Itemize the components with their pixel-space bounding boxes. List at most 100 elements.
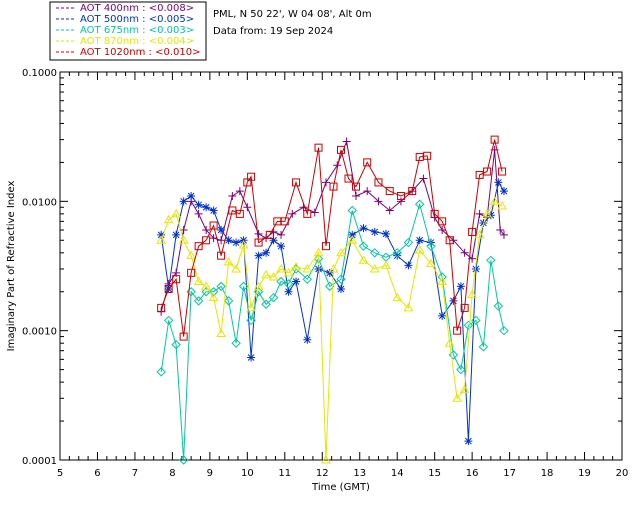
data-point	[262, 248, 271, 257]
x-tick-label: 5	[57, 468, 63, 479]
data-point	[235, 187, 244, 196]
data-point	[235, 209, 244, 218]
data-point	[445, 236, 454, 245]
data-point	[157, 303, 166, 312]
data-point	[403, 302, 414, 312]
data-point	[498, 167, 507, 176]
x-tick-label: 20	[616, 468, 629, 479]
data-point	[193, 296, 204, 306]
data-point	[414, 199, 425, 209]
data-point	[486, 211, 495, 220]
data-point	[452, 393, 463, 402]
data-point	[223, 296, 234, 306]
series-line	[160, 139, 503, 337]
data-point	[381, 260, 391, 269]
data-point	[314, 264, 323, 273]
data-point	[283, 279, 294, 289]
legend-entry: AOT 1020nm : <0.010>	[56, 47, 200, 58]
data-point	[337, 145, 345, 154]
x-tick-label: 7	[132, 468, 138, 479]
data-point	[217, 236, 226, 245]
series-line	[160, 181, 505, 442]
data-point	[292, 277, 301, 286]
data-point	[314, 143, 323, 152]
data-point	[186, 287, 196, 297]
data-point	[228, 191, 237, 200]
data-point	[247, 172, 256, 181]
data-point	[209, 221, 218, 230]
x-tick-label: 19	[578, 468, 591, 479]
data-point	[370, 248, 380, 258]
x-tick-label: 10	[241, 468, 254, 479]
legend-label: AOT 400nm : <0.008>	[80, 3, 194, 14]
x-tick-label: 11	[278, 468, 291, 479]
y-axis: 0.1000 0.0100 0.0010 0.0001	[22, 68, 622, 467]
data-point	[344, 174, 353, 183]
data-point	[347, 205, 357, 216]
data-point	[321, 454, 331, 464]
data-point	[347, 235, 358, 244]
data-point	[172, 230, 181, 239]
data-point	[216, 328, 226, 338]
data-point	[423, 151, 432, 160]
data-point	[202, 203, 211, 212]
data-point	[438, 311, 447, 320]
legend-label: AOT 870nm : <0.004>	[80, 36, 194, 47]
legend-label: AOT 675nm : <0.003>	[80, 25, 194, 36]
legend-box	[49, 1, 207, 61]
y-tick-label: 0.0100	[22, 197, 57, 208]
data-point	[438, 226, 447, 235]
data-point	[449, 296, 458, 305]
data-point	[404, 261, 413, 270]
x-tick-label: 16	[466, 468, 479, 479]
data-point	[179, 332, 188, 341]
legend-entry: AOT 500nm : <0.005>	[56, 14, 194, 25]
legend-label: AOT 1020nm : <0.010>	[80, 47, 200, 58]
data-point	[171, 208, 182, 218]
data-point	[303, 209, 312, 218]
data-point	[430, 209, 439, 218]
x-tick-label: 14	[391, 468, 404, 479]
data-point	[486, 255, 496, 266]
data-point	[163, 214, 174, 224]
data-point	[385, 187, 394, 196]
data-point	[385, 206, 394, 215]
legend-entry: AOT 870nm : <0.004>	[56, 36, 194, 47]
data-point	[453, 326, 462, 335]
data-point	[261, 299, 271, 309]
x-tick-label: 15	[428, 468, 441, 479]
date-label: Data from: 19 Sep 2024	[213, 26, 333, 37]
data-point	[310, 208, 319, 217]
data-point	[186, 250, 196, 260]
x-tick-label: 8	[169, 468, 175, 479]
data-point	[351, 191, 360, 200]
data-point	[483, 167, 492, 176]
data-point	[284, 287, 293, 296]
data-point	[171, 339, 181, 350]
data-point	[276, 263, 286, 273]
data-point	[359, 224, 368, 233]
data-point	[238, 239, 249, 249]
legend-entry: AOT 675nm : <0.003>	[56, 25, 194, 36]
data-point	[194, 200, 203, 209]
data-point	[179, 197, 188, 206]
x-tick-label: 9	[207, 468, 213, 479]
data-point	[392, 292, 403, 302]
data-point	[246, 302, 256, 312]
data-point	[490, 135, 499, 144]
data-point	[358, 255, 369, 264]
data-point	[254, 238, 263, 247]
data-point	[208, 292, 219, 302]
data-point	[243, 203, 252, 212]
data-point	[238, 281, 249, 292]
data-point	[283, 267, 294, 277]
x-tick-label: 17	[503, 468, 516, 479]
data-point	[302, 274, 312, 284]
data-point	[231, 263, 241, 273]
data-point	[325, 268, 334, 277]
data-point	[157, 230, 166, 239]
series-3	[156, 196, 507, 464]
data-point	[370, 227, 379, 236]
x-axis-label: Time (GMT)	[311, 482, 370, 493]
data-point	[467, 289, 477, 299]
